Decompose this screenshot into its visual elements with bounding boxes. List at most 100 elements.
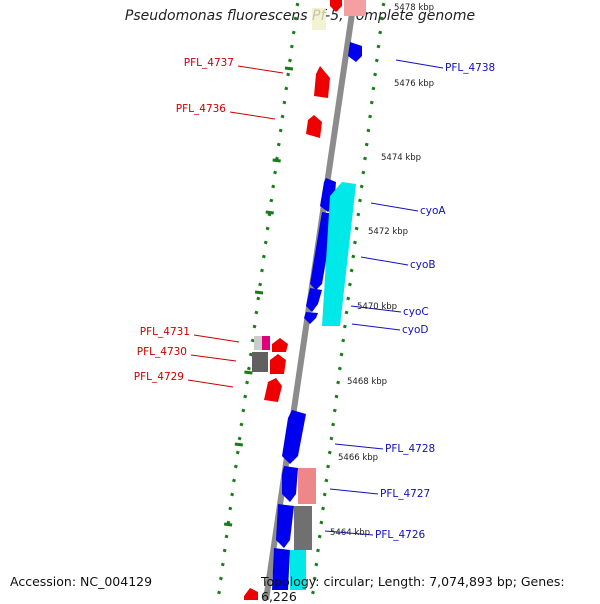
outer-tick xyxy=(358,198,362,203)
leader-line xyxy=(334,443,384,450)
gene-label[interactable]: PFL_4728 xyxy=(385,443,435,455)
inner-tick xyxy=(280,114,285,119)
gene-label[interactable]: cyoD xyxy=(402,324,429,336)
leader-line xyxy=(360,256,409,266)
gene-cyoc[interactable] xyxy=(306,288,322,312)
inner-tick xyxy=(245,380,250,385)
accession-label: Accession: NC_004129 xyxy=(10,574,153,589)
gene-pfl-4736[interactable] xyxy=(306,115,322,138)
outer-tick xyxy=(319,520,324,525)
inner-tick xyxy=(230,492,235,497)
inner-tick xyxy=(273,170,278,175)
outer-tick xyxy=(329,436,334,441)
gene-label[interactable]: PFL_4737 xyxy=(184,57,234,69)
inner-tick xyxy=(241,408,246,413)
gene-label[interactable]: PFL_4730 xyxy=(137,346,187,358)
gene-label[interactable]: PFL_4736 xyxy=(176,103,227,115)
kbp-label: 5464 kbp xyxy=(330,528,370,538)
gene-pfl-4726-b[interactable] xyxy=(294,506,312,550)
inner-major-tick xyxy=(272,158,281,163)
gene-lower-cyan[interactable] xyxy=(290,550,306,590)
gene-label[interactable]: cyoA xyxy=(420,205,446,217)
outer-tick xyxy=(364,142,369,147)
inner-tick xyxy=(278,128,283,133)
gene-label[interactable]: cyoB xyxy=(410,259,436,271)
outer-tick xyxy=(354,226,359,231)
inner-major-tick xyxy=(244,370,253,375)
gene-pfl-4730-a[interactable] xyxy=(252,352,268,372)
gene-pfl-4729[interactable] xyxy=(264,378,282,402)
kbp-label: 5470 kbp xyxy=(357,302,397,312)
gene-label-layer: PFL_4738 cyoA cyoB cyoC cyoD PFL_4728 PFL_4727… xyxy=(134,57,495,541)
kbp-label: 5474 kbp xyxy=(381,153,421,163)
gene-pfl-4728[interactable] xyxy=(282,410,306,464)
label-leaders xyxy=(187,59,444,536)
inner-tick xyxy=(237,436,242,441)
leader-line xyxy=(351,323,401,331)
gene-cyan-1[interactable] xyxy=(322,182,356,326)
gene-label[interactable]: PFL_4726 xyxy=(375,529,426,541)
outer-tick xyxy=(327,450,332,455)
outer-tick xyxy=(371,86,376,91)
gene-pfl-4737[interactable] xyxy=(314,66,330,98)
outer-tick xyxy=(326,464,331,469)
inner-tick xyxy=(239,422,244,427)
inner-tick xyxy=(258,282,263,287)
inner-tick xyxy=(228,506,233,511)
inner-tick xyxy=(274,156,279,161)
inner-tick xyxy=(271,184,276,189)
outer-tick xyxy=(310,590,315,595)
outer-tick xyxy=(366,128,371,133)
inner-major-tick xyxy=(254,290,264,295)
gene-label[interactable]: PFL_4727 xyxy=(380,488,430,500)
inner-major-tick xyxy=(284,66,294,71)
gene-label[interactable]: PFL_4731 xyxy=(140,326,190,338)
outer-tick xyxy=(334,394,339,399)
outer-tick xyxy=(378,30,383,35)
kbp-labels: 5478 kbp 5476 kbp 5474 kbp 5472 kbp 5470 kbp… xyxy=(330,3,434,538)
outer-tick xyxy=(322,492,327,497)
outer-tick xyxy=(351,254,356,259)
inner-tick xyxy=(248,352,253,357)
inner-tick xyxy=(256,296,261,301)
kbp-label: 5468 kbp xyxy=(347,377,387,387)
gene-pfl-4731-c[interactable] xyxy=(272,338,288,352)
outer-tick xyxy=(336,380,341,385)
inner-tick xyxy=(233,464,238,469)
leader-line xyxy=(237,65,284,74)
gene-lower-blue[interactable] xyxy=(272,548,290,590)
inner-tick xyxy=(289,44,294,49)
inner-tick xyxy=(265,226,270,231)
kbp-label: 5472 kbp xyxy=(368,227,408,237)
gene-pfl-4727-a[interactable] xyxy=(282,466,298,502)
gene-cyod[interactable] xyxy=(304,312,318,324)
gene-pfl-4731-a[interactable] xyxy=(254,336,264,350)
gene-pfl-4726-a[interactable] xyxy=(276,504,294,548)
gene-pfl-4738[interactable] xyxy=(348,42,362,62)
outer-tick xyxy=(332,408,337,413)
outer-tick xyxy=(331,422,336,427)
gene-label[interactable]: PFL_4738 xyxy=(445,62,495,74)
inner-tick xyxy=(284,86,289,91)
leader-line xyxy=(395,59,444,69)
gene-label[interactable]: PFL_4729 xyxy=(134,371,184,383)
leader-line xyxy=(187,379,234,388)
gene-pfl-4730-b[interactable] xyxy=(270,354,286,374)
inner-tick xyxy=(246,366,251,371)
inner-tick xyxy=(261,254,266,259)
inner-tick xyxy=(226,520,231,525)
leader-line xyxy=(324,530,374,536)
outer-tick xyxy=(352,240,357,245)
inner-tick xyxy=(235,450,240,455)
leader-line xyxy=(350,305,402,313)
gene-pfl-4727-b[interactable] xyxy=(298,468,316,504)
inner-tick xyxy=(222,548,227,553)
top-feature-red xyxy=(330,0,342,12)
outer-tick xyxy=(346,296,351,301)
gene-pfl-4731-b[interactable] xyxy=(262,336,270,350)
gene-label[interactable]: cyoC xyxy=(403,306,429,318)
inner-tick xyxy=(269,198,274,203)
map-title: Pseudomonas fluorescens Pf-5, complete g… xyxy=(124,8,476,24)
top-feature-faint xyxy=(312,8,326,30)
